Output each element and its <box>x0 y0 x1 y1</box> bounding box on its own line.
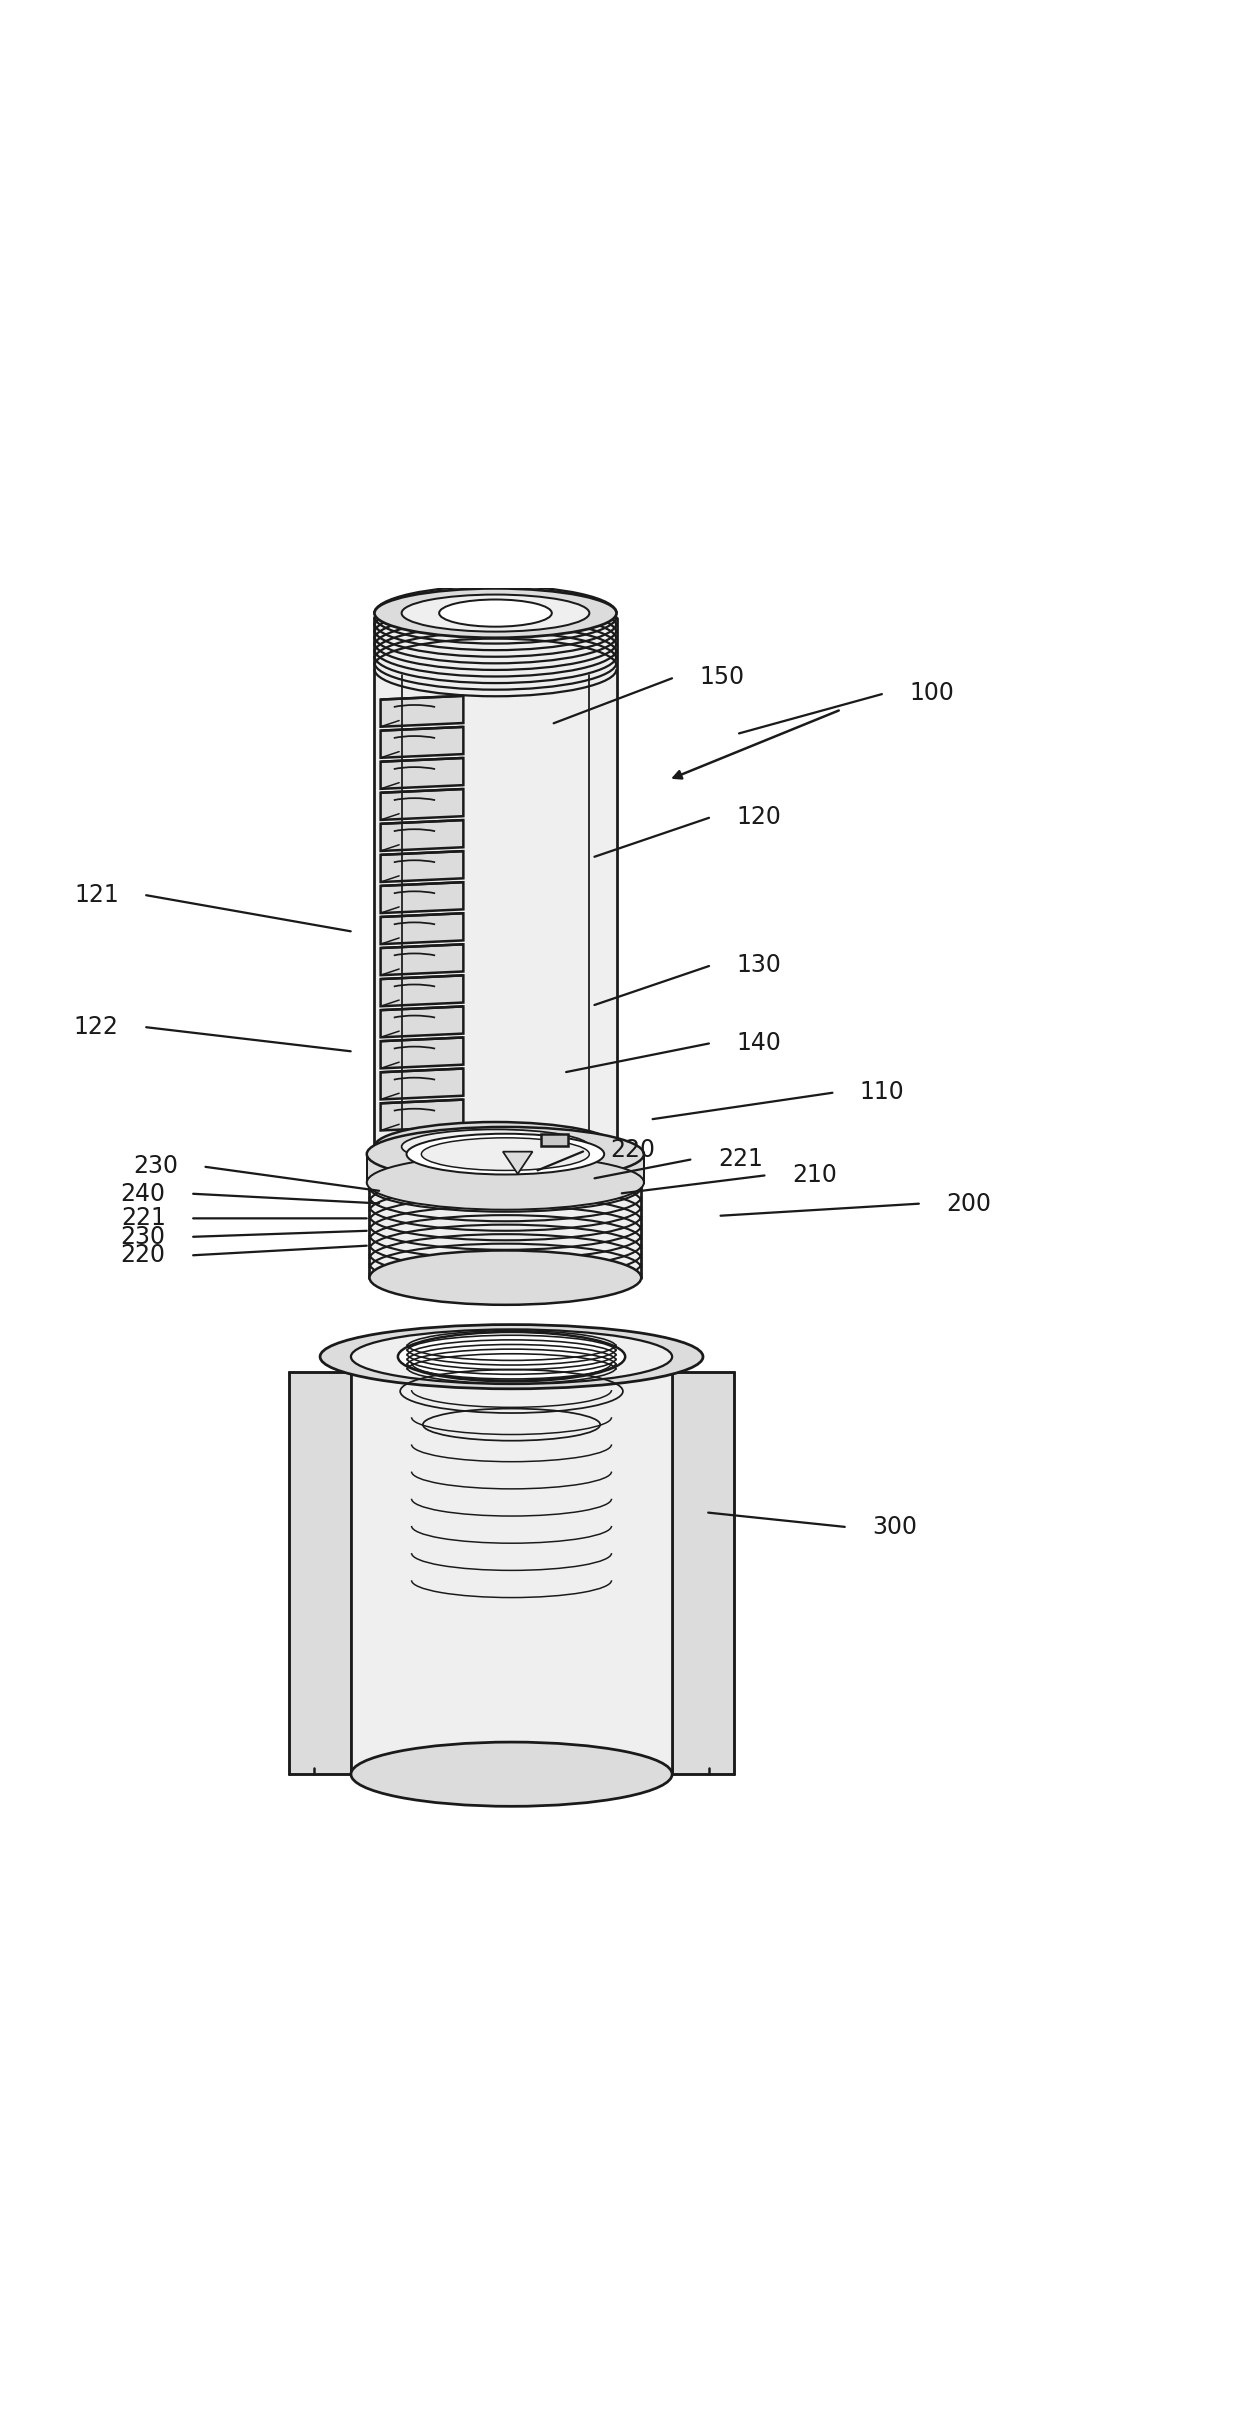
Polygon shape <box>380 1069 463 1073</box>
Polygon shape <box>380 789 463 820</box>
Text: 200: 200 <box>946 1192 992 1216</box>
Polygon shape <box>380 757 463 789</box>
Text: 122: 122 <box>74 1015 119 1040</box>
Polygon shape <box>380 1100 463 1131</box>
Ellipse shape <box>366 1155 644 1211</box>
Ellipse shape <box>350 1329 672 1384</box>
Ellipse shape <box>423 1409 600 1440</box>
Text: 221: 221 <box>121 1206 166 1230</box>
Polygon shape <box>380 946 463 948</box>
Text: 130: 130 <box>737 953 781 977</box>
Ellipse shape <box>350 1741 672 1807</box>
Text: 110: 110 <box>860 1081 905 1105</box>
Ellipse shape <box>397 1331 625 1382</box>
Polygon shape <box>380 1069 463 1100</box>
Polygon shape <box>380 851 463 883</box>
Bar <box>366 1153 644 1182</box>
Polygon shape <box>672 1372 734 1775</box>
Text: 300: 300 <box>873 1515 917 1539</box>
Text: 240: 240 <box>120 1182 166 1206</box>
Bar <box>374 610 617 1146</box>
Text: 120: 120 <box>737 806 781 830</box>
Text: 230: 230 <box>120 1225 166 1249</box>
Polygon shape <box>380 946 463 974</box>
Polygon shape <box>380 883 463 885</box>
Polygon shape <box>290 1372 350 1775</box>
Polygon shape <box>380 974 463 979</box>
Text: 220: 220 <box>610 1138 655 1163</box>
Polygon shape <box>541 1134 568 1146</box>
Ellipse shape <box>366 1126 644 1182</box>
Polygon shape <box>380 726 463 731</box>
Polygon shape <box>380 1006 463 1011</box>
Bar <box>350 1356 672 1775</box>
Ellipse shape <box>439 601 552 627</box>
Polygon shape <box>380 914 463 943</box>
Ellipse shape <box>374 589 617 637</box>
Polygon shape <box>380 695 463 726</box>
Text: 150: 150 <box>699 666 744 690</box>
Text: 210: 210 <box>792 1163 837 1187</box>
Polygon shape <box>380 726 463 757</box>
Polygon shape <box>380 820 463 851</box>
Polygon shape <box>503 1151 532 1175</box>
Text: 140: 140 <box>737 1030 781 1054</box>
Polygon shape <box>380 1037 463 1069</box>
Polygon shape <box>380 757 463 762</box>
Polygon shape <box>380 883 463 914</box>
Polygon shape <box>380 789 463 794</box>
Polygon shape <box>380 974 463 1006</box>
Text: 221: 221 <box>718 1148 763 1172</box>
Text: 100: 100 <box>909 680 954 704</box>
Text: 230: 230 <box>132 1155 178 1179</box>
Polygon shape <box>380 851 463 854</box>
Polygon shape <box>380 695 463 699</box>
Ellipse shape <box>406 1134 604 1175</box>
Ellipse shape <box>401 1129 589 1165</box>
Ellipse shape <box>421 1138 589 1170</box>
Ellipse shape <box>374 1122 617 1172</box>
Ellipse shape <box>369 1249 641 1305</box>
Polygon shape <box>380 914 463 917</box>
Polygon shape <box>380 1006 463 1037</box>
Text: 220: 220 <box>120 1245 166 1266</box>
Polygon shape <box>380 1037 463 1042</box>
Text: 121: 121 <box>74 883 119 907</box>
Ellipse shape <box>321 1324 703 1389</box>
Polygon shape <box>380 1100 463 1102</box>
Polygon shape <box>380 820 463 825</box>
Ellipse shape <box>401 596 589 632</box>
Bar <box>369 1160 641 1278</box>
